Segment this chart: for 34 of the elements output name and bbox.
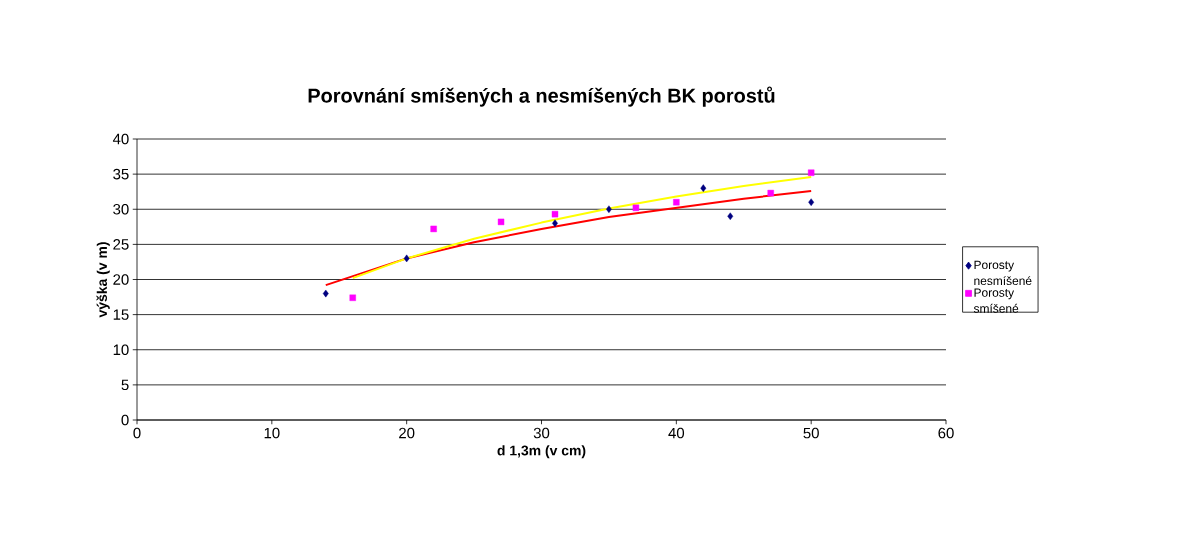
y-axis-title: výška (v m)	[96, 242, 110, 318]
chart-title: Porovnání smíšených a nesmíšených BK porostů	[308, 86, 775, 107]
point	[322, 289, 329, 298]
y-tick-label: 25	[113, 239, 129, 250]
point	[403, 254, 410, 263]
point	[767, 189, 774, 197]
point	[673, 199, 680, 206]
point	[430, 225, 437, 233]
y-tick-label: 5	[121, 379, 129, 391]
x-tick-label: 30	[533, 427, 550, 439]
y-tick-label: 0	[121, 414, 129, 426]
y-tick-label: 30	[113, 203, 129, 215]
point	[632, 204, 640, 212]
y-tick-label: 35	[113, 168, 129, 180]
legend-label: Porosty smíšené	[973, 288, 1019, 313]
point	[807, 169, 815, 176]
y-tick-label: 40	[112, 133, 129, 145]
point	[349, 294, 356, 301]
point	[727, 212, 734, 221]
x-tick-label: 20	[399, 427, 415, 439]
x-tick-label: 60	[938, 427, 954, 439]
x-axis-title: d 1,3m (v cm)	[497, 445, 586, 459]
legend-label: Porosty nesmíšené	[974, 260, 1032, 286]
x-tick-label: 40	[668, 427, 685, 439]
y-tick-label: 20	[113, 274, 129, 285]
point	[700, 184, 707, 192]
point	[808, 198, 815, 207]
y-tick-label: 10	[113, 344, 129, 356]
point	[551, 210, 559, 218]
x-tick-label: 50	[803, 427, 819, 439]
point	[497, 218, 505, 226]
x-tick-label: 10	[264, 427, 280, 439]
y-tick-label: 15	[113, 309, 129, 320]
x-tick-label: 0	[133, 427, 141, 439]
